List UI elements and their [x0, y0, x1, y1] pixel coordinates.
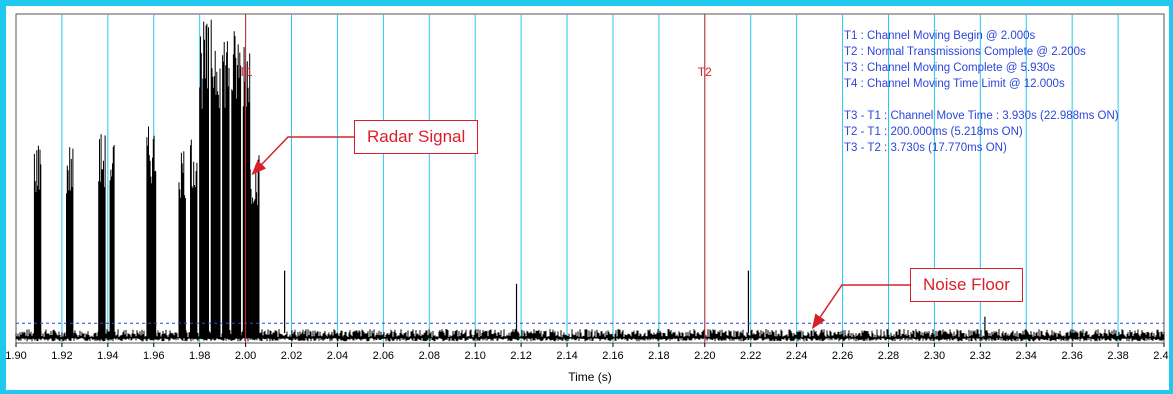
x-tick-label: 2.12: [510, 350, 531, 362]
x-tick-label: 2.10: [464, 350, 485, 362]
x-tick-label: 2.08: [419, 350, 440, 362]
annotation-t4: T4 : Channel Moving Time Limit @ 12.000s: [844, 78, 1065, 90]
pulse-burst: [231, 31, 242, 339]
x-tick-label: 1.90: [6, 350, 27, 362]
x-tick-label: 2.34: [1016, 350, 1037, 362]
x-tick-label: 2.20: [694, 350, 715, 362]
x-tick-label: 2.02: [281, 350, 302, 362]
x-tick-label: 2.36: [1061, 350, 1082, 362]
annotation-t3: T3 : Channel Moving Complete @ 5.930s: [844, 62, 1056, 74]
annotation-t3-t2: T3 - T2 : 3.730s (17.770ms ON): [844, 142, 1007, 154]
pulse-burst: [98, 134, 106, 339]
noise-floor-arrow: [811, 284, 911, 330]
noise-floor-trace: [15, 329, 1165, 342]
callout-noise-floor: Noise Floor: [910, 268, 1023, 302]
pulse-burst: [222, 41, 230, 339]
pulse-burst: [190, 139, 198, 339]
grid-lines: [61, 14, 1119, 343]
annotation-t2: T2 : Normal Transmissions Complete @ 2.2…: [844, 46, 1086, 58]
callout-radar-signal: Radar Signal: [354, 120, 479, 154]
x-tick-label: 2.28: [878, 350, 899, 362]
plot-svg: T1 T2 1.90 1.92 1.94 1.96 1.98 2.00 2.02 2.04 2.0…: [6, 13, 1169, 384]
radar-signal-arrow: [251, 136, 355, 176]
pulse-burst: [178, 151, 186, 339]
pulse-burst: [199, 21, 209, 339]
x-tick-label: 2.04: [327, 350, 348, 362]
x-tick-label: 2.18: [648, 350, 669, 362]
x-tick-label: 2.24: [786, 350, 807, 362]
x-tick-label: 2.16: [602, 350, 623, 362]
x-tick-label: 2.38: [1107, 350, 1128, 362]
x-axis-label: Time (s): [568, 370, 612, 384]
pulse-burst: [109, 145, 115, 339]
chart-frame: T1 T2 1.90 1.92 1.94 1.96 1.98 2.00 2.02 2.04 2.0…: [6, 6, 1169, 390]
x-tick-label: 2.26: [832, 350, 853, 362]
marker-label: T2: [698, 65, 712, 79]
pulse-burst: [249, 155, 260, 339]
pulse-burst: [66, 147, 74, 339]
annotation-panel: T1 : Channel Moving Begin @ 2.000s T2 : …: [844, 28, 1173, 156]
pulse-burst: [210, 19, 221, 339]
x-tick-labels: 1.90 1.92 1.94 1.96 1.98 2.00 2.02 2.04 2.06 2.08…: [6, 343, 1169, 362]
annotation-spacer: [844, 92, 1173, 108]
x-tick-label: 2.30: [924, 350, 945, 362]
x-tick-label: 2.40: [1153, 350, 1169, 362]
time-markers: T1 T2: [239, 14, 712, 343]
annotation-t1: T1 : Channel Moving Begin @ 2.000s: [844, 30, 1036, 42]
pulse-burst: [33, 145, 42, 339]
callout-arrows: [251, 136, 911, 330]
x-tick-label: 2.22: [740, 350, 761, 362]
x-tick-label: 2.32: [970, 350, 991, 362]
pulse-burst: [146, 126, 157, 339]
annotation-t3-t1: T3 - T1 : Channel Move Time : 3.930s (22…: [844, 110, 1119, 122]
marker-label: T1: [239, 65, 253, 79]
annotation-t2-t1: T2 - T1 : 200.000ms (5.218ms ON): [844, 126, 1023, 138]
signal-trace: [15, 19, 1165, 342]
x-tick-label: 1.94: [97, 350, 118, 362]
x-tick-label: 2.14: [556, 350, 577, 362]
x-tick-label: 1.98: [189, 350, 210, 362]
x-tick-label: 1.96: [143, 350, 164, 362]
x-tick-label: 2.06: [373, 350, 394, 362]
x-tick-label: 2.00: [235, 350, 256, 362]
x-tick-label: 1.92: [51, 350, 72, 362]
